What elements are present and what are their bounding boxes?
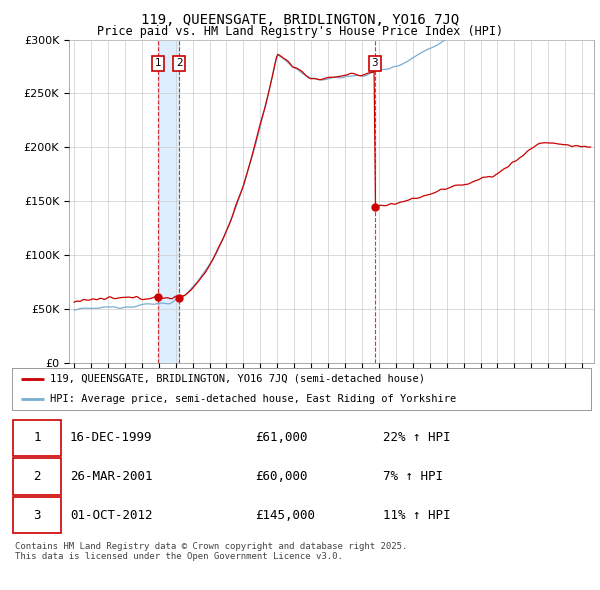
- Text: £60,000: £60,000: [255, 470, 308, 483]
- Text: 7% ↑ HPI: 7% ↑ HPI: [383, 470, 443, 483]
- Text: 3: 3: [371, 58, 378, 68]
- FancyBboxPatch shape: [13, 497, 61, 533]
- FancyBboxPatch shape: [13, 458, 61, 494]
- Text: 119, QUEENSGATE, BRIDLINGTON, YO16 7JQ: 119, QUEENSGATE, BRIDLINGTON, YO16 7JQ: [141, 13, 459, 27]
- Text: 3: 3: [33, 509, 41, 522]
- Text: £145,000: £145,000: [255, 509, 315, 522]
- FancyBboxPatch shape: [13, 419, 61, 456]
- Text: 119, QUEENSGATE, BRIDLINGTON, YO16 7JQ (semi-detached house): 119, QUEENSGATE, BRIDLINGTON, YO16 7JQ (…: [50, 373, 425, 384]
- Text: 22% ↑ HPI: 22% ↑ HPI: [383, 431, 450, 444]
- Text: £61,000: £61,000: [255, 431, 308, 444]
- Text: Contains HM Land Registry data © Crown copyright and database right 2025.
This d: Contains HM Land Registry data © Crown c…: [15, 542, 407, 561]
- Text: 26-MAR-2001: 26-MAR-2001: [70, 470, 152, 483]
- Text: 2: 2: [176, 58, 182, 68]
- Text: 2: 2: [33, 470, 41, 483]
- Text: 1: 1: [155, 58, 161, 68]
- Bar: [158, 40, 179, 363]
- Text: Price paid vs. HM Land Registry's House Price Index (HPI): Price paid vs. HM Land Registry's House …: [97, 25, 503, 38]
- Text: 11% ↑ HPI: 11% ↑ HPI: [383, 509, 450, 522]
- Text: 01-OCT-2012: 01-OCT-2012: [70, 509, 152, 522]
- Text: 1: 1: [33, 431, 41, 444]
- Text: HPI: Average price, semi-detached house, East Riding of Yorkshire: HPI: Average price, semi-detached house,…: [50, 394, 456, 404]
- Text: 16-DEC-1999: 16-DEC-1999: [70, 431, 152, 444]
